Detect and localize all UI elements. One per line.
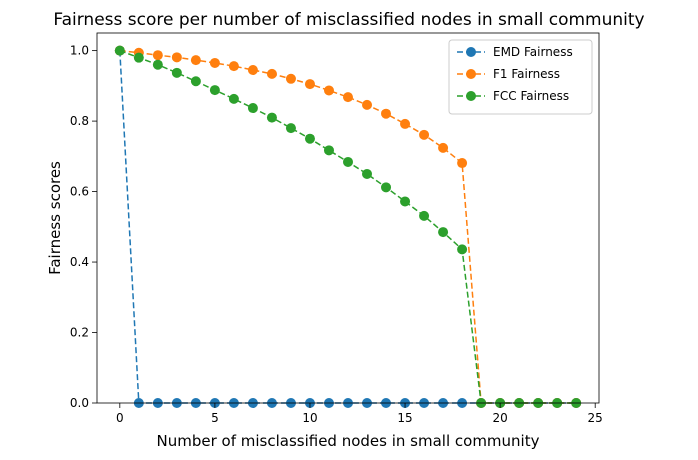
legend-item: FCC Fairness xyxy=(457,89,569,103)
x-axis: 0 5 10 15 20 25 xyxy=(116,403,603,425)
data-point xyxy=(400,196,411,207)
legend-label: F1 Fairness xyxy=(493,67,560,81)
x-tick-label: 25 xyxy=(588,411,603,425)
data-point xyxy=(228,61,239,72)
data-point xyxy=(381,108,392,119)
x-axis-label: Number of misclassified nodes in small c… xyxy=(157,432,540,450)
legend-label: EMD Fairness xyxy=(493,45,573,59)
data-point xyxy=(457,158,468,169)
data-point xyxy=(190,76,201,87)
x-tick-label: 20 xyxy=(492,411,507,425)
y-tick-label: 0.8 xyxy=(70,114,89,128)
data-point xyxy=(114,45,125,56)
legend-marker xyxy=(466,47,476,57)
data-point xyxy=(228,93,239,104)
data-point xyxy=(209,57,220,68)
x-tick-label: 0 xyxy=(116,411,124,425)
data-point xyxy=(419,210,430,221)
y-tick-label: 0.0 xyxy=(70,396,89,410)
legend-label: FCC Fairness xyxy=(493,89,569,103)
data-point xyxy=(266,112,277,123)
data-point xyxy=(438,227,449,238)
data-point xyxy=(171,67,182,78)
legend-item: EMD Fairness xyxy=(457,45,573,59)
data-point xyxy=(247,103,258,114)
data-point xyxy=(152,59,163,70)
data-point xyxy=(190,55,201,66)
data-point xyxy=(438,142,449,153)
y-tick-label: 0.2 xyxy=(70,326,89,340)
y-tick-label: 0.4 xyxy=(70,255,89,269)
data-point xyxy=(247,65,258,75)
y-axis: 0.0 0.2 0.4 0.6 0.8 1.0 xyxy=(70,44,97,410)
y-axis-label: Fairness scores xyxy=(46,161,64,275)
data-point xyxy=(209,85,220,96)
data-point xyxy=(457,244,468,255)
legend-marker xyxy=(466,69,476,79)
data-point xyxy=(285,73,296,84)
x-tick-label: 5 xyxy=(211,411,219,425)
legend: EMD Fairness F1 Fairness FCC Fairness xyxy=(448,39,593,115)
data-point xyxy=(381,182,392,193)
data-point xyxy=(343,92,353,103)
data-point xyxy=(152,50,163,61)
data-point xyxy=(343,156,353,167)
data-point xyxy=(400,118,411,129)
data-point xyxy=(285,123,296,134)
data-point xyxy=(304,79,315,90)
data-point xyxy=(419,129,430,140)
data-point xyxy=(362,168,373,179)
data-point xyxy=(266,68,277,79)
data-point xyxy=(323,145,334,156)
y-tick-label: 0.6 xyxy=(70,185,89,199)
data-point xyxy=(133,52,144,63)
chart-title: Fairness score per number of misclassifi… xyxy=(53,10,644,30)
legend-marker xyxy=(466,91,476,101)
x-tick-label: 10 xyxy=(302,411,317,425)
x-tick-label: 15 xyxy=(397,411,412,425)
data-point xyxy=(171,52,182,63)
legend-item: F1 Fairness xyxy=(457,67,560,81)
data-point xyxy=(323,85,334,96)
data-point xyxy=(304,133,315,144)
plot-frame xyxy=(96,32,600,404)
y-tick-label: 1.0 xyxy=(70,44,89,58)
data-point xyxy=(362,99,373,110)
